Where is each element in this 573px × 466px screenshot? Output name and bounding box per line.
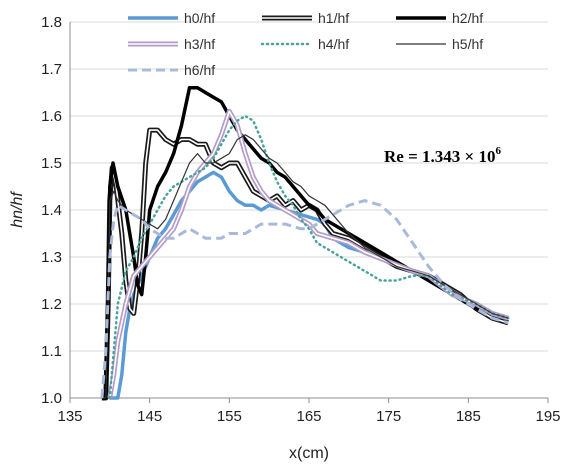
legend-item-1: h1/hf — [262, 10, 349, 26]
legend-label-0: h0/hf — [184, 10, 215, 26]
legend-label-3: h3/hf — [184, 36, 215, 52]
legend-item-6: h6/hf — [128, 62, 215, 78]
legend-label-6: h6/hf — [184, 62, 215, 78]
series-h6-hf — [100, 199, 509, 399]
y-tick-label-0: 1.0 — [41, 390, 62, 407]
y-tick-label-3: 1.3 — [41, 249, 62, 266]
legend-item-2: h2/hf — [396, 10, 483, 26]
series-lines — [100, 86, 510, 401]
y-tick-label-5: 1.5 — [41, 155, 62, 172]
y-tick-label-6: 1.6 — [41, 108, 62, 125]
legend-label-1: h1/hf — [318, 10, 349, 26]
x-tick-label-5: 185 — [456, 408, 481, 425]
axes — [69, 22, 549, 403]
series-h3-hf — [107, 108, 509, 399]
y-tick-labels: 1.0 1.1 1.2 1.3 1.4 1.5 1.6 1.7 1.8 — [41, 14, 62, 407]
legend-item-0: h0/hf — [128, 10, 215, 26]
x-tick-label-6: 195 — [535, 408, 560, 425]
y-tick-label-8: 1.8 — [41, 14, 62, 31]
y-axis-label: hn/hf — [9, 191, 26, 228]
y-tick-label-4: 1.4 — [41, 202, 62, 219]
x-tick-label-3: 165 — [296, 408, 321, 425]
series-line-4 — [108, 114, 510, 400]
y-tick-label-2: 1.2 — [41, 296, 62, 313]
legend-label-2: h2/hf — [452, 10, 483, 26]
x-tick-label-0: 135 — [57, 408, 82, 425]
legend-item-3: h3/hf — [128, 36, 215, 52]
series-line-1-core — [101, 129, 509, 399]
legend-item-5: h5/hf — [396, 36, 483, 52]
x-axis-label: x(cm) — [289, 445, 329, 462]
x-tick-label-4: 175 — [376, 408, 401, 425]
series-h1-hf — [101, 127, 509, 401]
y-tick-label-1: 1.1 — [41, 343, 62, 360]
legend-label-4: h4/hf — [318, 36, 349, 52]
x-tick-label-1: 145 — [137, 408, 162, 425]
series-line-3-core — [109, 110, 509, 399]
x-tick-label-2: 155 — [217, 408, 242, 425]
reynolds-annotation: Re = 1.343 × 106 — [384, 145, 501, 166]
x-tick-labels: 135 145 155 165 175 185 195 — [57, 408, 560, 425]
legend-item-4: h4/hf — [260, 36, 349, 52]
series-h4-hf — [108, 114, 510, 400]
legend-label-5: h5/hf — [452, 36, 483, 52]
series-line-1-outline — [101, 127, 509, 401]
y-tick-label-7: 1.7 — [41, 61, 62, 78]
legend: h0/hf h1/hf h2/hf h3/hf h4/hf h5/hf h6/hf — [128, 10, 483, 78]
series-line-6 — [100, 199, 509, 399]
reynolds-text: Re = 1.343 × 10 — [384, 147, 495, 166]
reynolds-exponent: 6 — [495, 145, 501, 157]
